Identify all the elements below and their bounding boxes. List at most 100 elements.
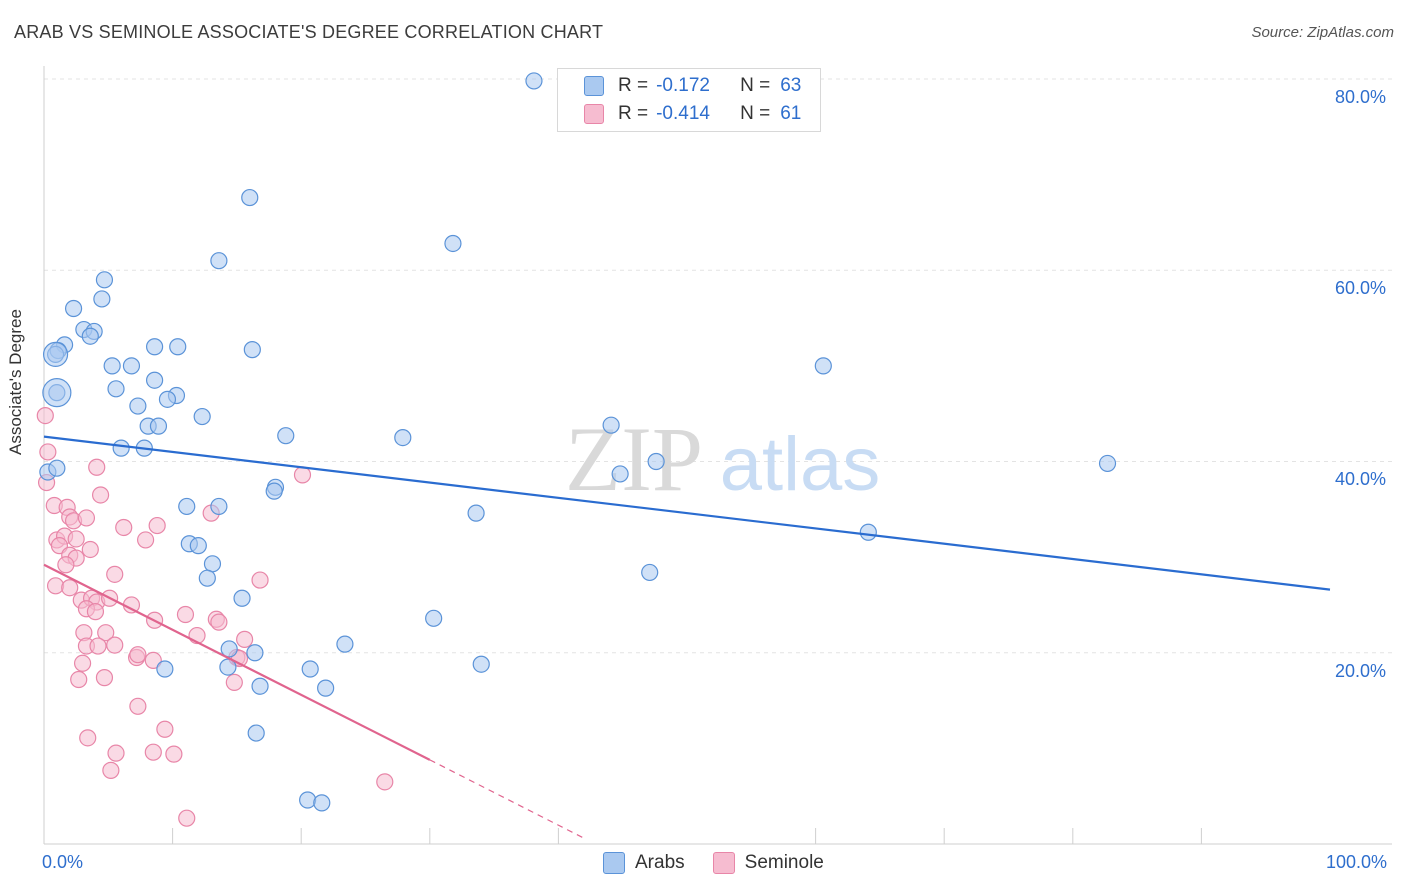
watermark: ZIP atlas — [565, 408, 880, 510]
arabs-point-2 — [444, 234, 462, 253]
arabs-point-48 — [425, 609, 443, 627]
seminole-point-60 — [102, 761, 120, 779]
seminole-point-17 — [81, 540, 99, 559]
arabs-point-14 — [243, 341, 261, 359]
arabs-point-28 — [602, 416, 620, 434]
arabs-point-54 — [301, 660, 319, 678]
arabs-point-49 — [220, 640, 238, 658]
axes — [43, 66, 1392, 845]
seminole-point-58 — [144, 743, 162, 761]
seminole-point-1 — [39, 443, 57, 461]
seminole-point-11 — [148, 516, 166, 535]
arabs-n-value: 63 — [780, 75, 802, 96]
arabs-point-large-1 — [42, 341, 69, 367]
arabs-point-59 — [299, 791, 317, 809]
y-tick-60: 60.0% — [1335, 278, 1387, 298]
arabs-point-46 — [641, 563, 659, 582]
arabs-point-62 — [48, 459, 66, 477]
arabs-point-1 — [241, 188, 259, 207]
seminole-point-23 — [46, 577, 65, 595]
arabs-point-34 — [1098, 454, 1117, 473]
seminole-point-3 — [91, 486, 110, 504]
seminole-point-22 — [293, 466, 312, 484]
arabs-point-35 — [611, 465, 629, 483]
seminole-point-25 — [106, 565, 124, 583]
seminole-point-34 — [176, 605, 195, 624]
seminole-r-label: R = — [618, 103, 649, 124]
arabs-point-3 — [210, 252, 228, 270]
arabs-point-52 — [219, 658, 237, 676]
arabs-point-38 — [178, 497, 196, 516]
seminole-point-10 — [115, 518, 133, 537]
arabs-r-label: R = — [618, 75, 649, 96]
seminole-point-20 — [57, 556, 75, 574]
chart-title: ARAB VS SEMINOLE ASSOCIATE'S DEGREE CORR… — [14, 22, 604, 42]
arabs-point-4 — [95, 271, 114, 289]
arabs-point-30 — [394, 428, 412, 447]
seminole-legend-swatch — [712, 852, 735, 874]
arabs-point-13 — [169, 338, 187, 356]
seminole-point-49 — [73, 654, 92, 672]
seminole-point-53 — [225, 673, 243, 691]
legend-row-arabs: R = -0.172 N = 63 — [584, 73, 801, 99]
arabs-point-6 — [64, 299, 83, 318]
seminole-point-59 — [165, 745, 183, 763]
arabs-point-19 — [145, 371, 164, 389]
arabs-point-43 — [189, 537, 207, 555]
arabs-point-39 — [210, 497, 228, 516]
seminole-point-16 — [136, 531, 155, 549]
arabs-point-9 — [81, 327, 99, 345]
arabs-legend-label: Arabs — [635, 852, 685, 873]
watermark-zip: ZIP — [565, 408, 703, 510]
y-tick-40: 40.0% — [1335, 469, 1387, 489]
arabs-point-17 — [122, 357, 141, 375]
seminole-point-26 — [251, 571, 269, 589]
arabs-point-0 — [525, 72, 543, 90]
legend-item-arabs[interactable]: Arabs — [603, 852, 685, 874]
legend-item-seminole[interactable]: Seminole — [712, 852, 824, 874]
legend-row-seminole: R = -0.414 N = 61 — [584, 101, 801, 127]
arabs-point-57 — [317, 679, 335, 697]
seminole-point-56 — [79, 729, 97, 747]
arabs-point-40 — [467, 504, 485, 522]
series-legend: Arabs Seminole — [603, 852, 852, 874]
arabs-point-23 — [158, 390, 177, 408]
arabs-point-24 — [129, 397, 147, 415]
arabs-point-25 — [193, 407, 211, 426]
arabs-point-51 — [246, 644, 264, 662]
seminole-point-44 — [106, 636, 124, 654]
watermark-atlas: atlas — [720, 422, 881, 507]
seminole-point-54 — [129, 697, 147, 715]
arabs-point-44 — [203, 555, 222, 573]
arabs-point-large-2 — [42, 378, 72, 408]
seminole-point-4 — [88, 458, 106, 476]
seminole-n-value: 61 — [780, 103, 802, 124]
arabs-point-12 — [145, 338, 164, 356]
gridlines — [44, 78, 1392, 654]
seminole-point-55 — [156, 720, 174, 738]
x-tick-right: 100.0% — [1326, 852, 1388, 872]
seminole-point-9 — [77, 509, 96, 527]
seminole-point-0 — [36, 407, 54, 425]
seminole-point-61 — [376, 773, 394, 791]
seminole-point-14 — [67, 530, 85, 548]
arabs-point-47 — [233, 589, 251, 607]
seminole-point-24 — [61, 579, 79, 597]
arabs-point-53 — [156, 660, 174, 678]
arabs-legend-swatch — [603, 852, 625, 874]
seminole-point-47 — [144, 651, 162, 670]
seminole-trend-line — [43, 563, 431, 761]
y-tick-20: 20.0% — [1335, 661, 1387, 681]
arabs-point-45 — [198, 569, 216, 587]
seminole-point-51 — [70, 670, 88, 689]
chart-source: Source: ZipAtlas.com — [1251, 24, 1394, 41]
seminole-point-43 — [89, 637, 107, 655]
x-tick-left: 0.0% — [42, 852, 84, 872]
arabs-point-60 — [313, 794, 331, 812]
arabs-trend-line — [43, 435, 1331, 591]
seminole-n-label: N = — [740, 103, 771, 124]
y-tick-80: 80.0% — [1335, 87, 1387, 107]
arabs-point-33 — [647, 452, 665, 471]
seminole-trend-extension — [429, 759, 585, 839]
